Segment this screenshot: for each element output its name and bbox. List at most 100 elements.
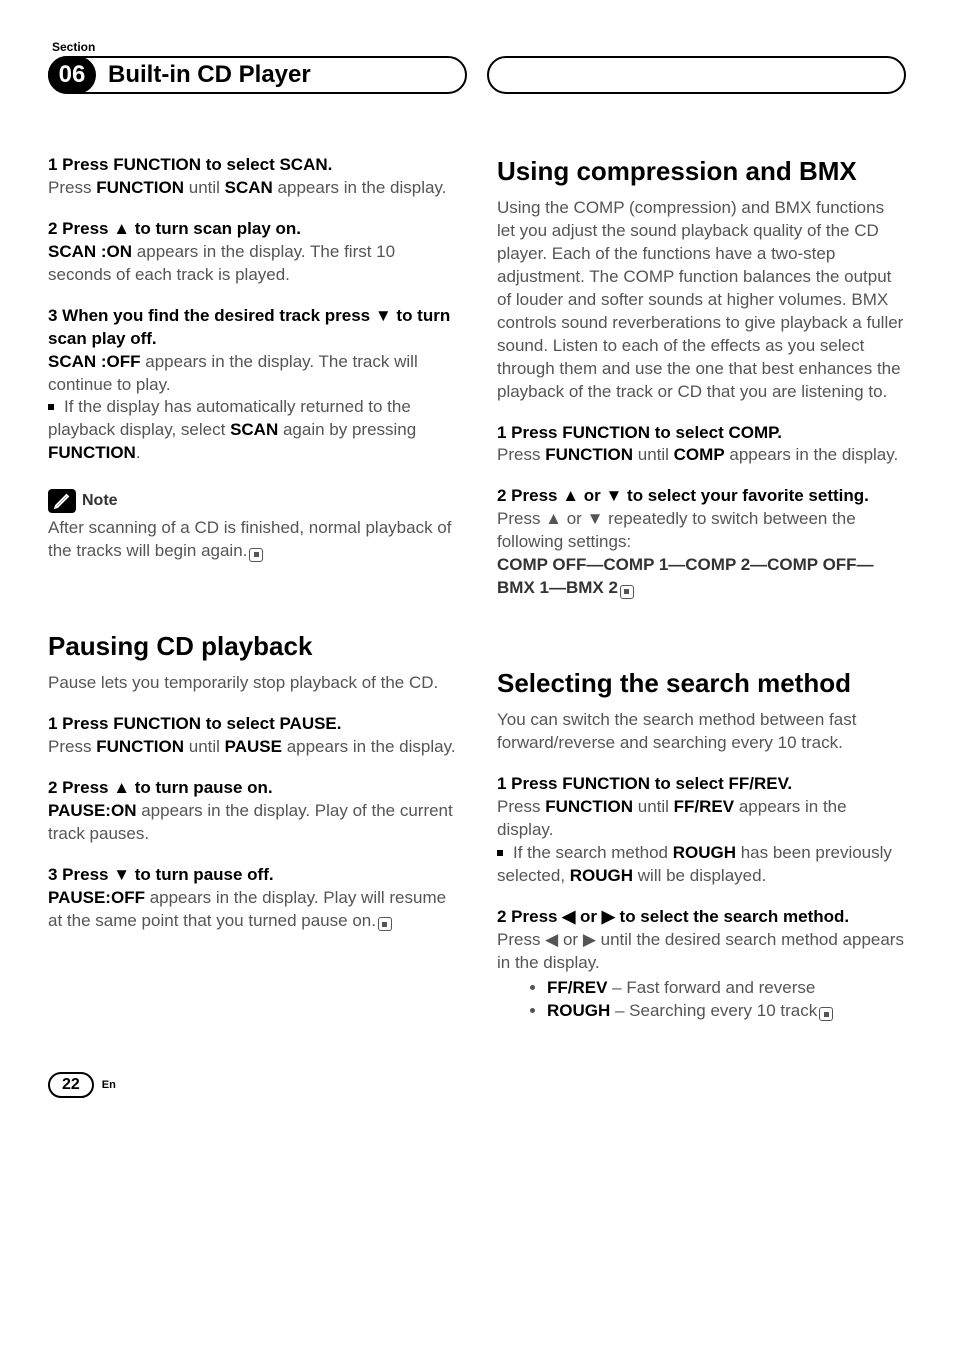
page-footer: 22 En: [48, 1072, 906, 1098]
pause-intro: Pause lets you temporarily stop playback…: [48, 672, 457, 695]
pause-title: Pausing CD playback: [48, 629, 457, 664]
text: PAUSE:ON: [48, 801, 136, 820]
end-icon: [378, 917, 392, 931]
text: FUNCTION: [545, 797, 633, 816]
list-item: FF/REV – Fast forward and reverse: [547, 977, 906, 1000]
text: – Searching every 10 track: [610, 1001, 817, 1020]
text: SCAN: [230, 420, 278, 439]
note-header: Note: [48, 489, 457, 513]
header-right-pill: [487, 56, 906, 94]
text: until: [184, 737, 225, 756]
page-header: Section 06 Built-in CD Player: [48, 40, 906, 94]
search-options: FF/REV – Fast forward and reverse ROUGH …: [497, 977, 906, 1023]
step-label: 1 Press FUNCTION to select FF/REV.: [497, 773, 906, 796]
text: appears in the display.: [282, 737, 456, 756]
text: Press: [48, 737, 96, 756]
text: will be displayed.: [633, 866, 766, 885]
comp-intro: Using the COMP (compression) and BMX fun…: [497, 197, 906, 403]
search-step-2: 2 Press ◀ or ▶ to select the search meth…: [497, 906, 906, 1023]
text: COMP OFF—COMP 1—COMP 2—COMP OFF—BMX 1—BM…: [497, 555, 874, 597]
text: FUNCTION: [96, 178, 184, 197]
step-label: 2 Press ▲ to turn pause on.: [48, 777, 457, 800]
step-label: 2 Press ▲ or ▼ to select your favorite s…: [497, 485, 906, 508]
text: ROUGH: [673, 843, 736, 862]
text: appears in the display.: [273, 178, 447, 197]
text: SCAN: [225, 178, 273, 197]
text: until: [633, 445, 674, 464]
step-body: Press ▲ or ▼ repeatedly to switch betwee…: [497, 508, 906, 554]
text: Press: [48, 178, 96, 197]
scan-step-2: 2 Press ▲ to turn scan play on. SCAN :ON…: [48, 218, 457, 287]
text: again by pressing: [278, 420, 416, 439]
pause-step-3: 3 Press ▼ to turn pause off. PAUSE:OFF a…: [48, 864, 457, 933]
text: FF/REV: [547, 978, 607, 997]
step-label: 3 When you find the desired track press …: [48, 305, 457, 351]
section-label: Section: [52, 40, 906, 54]
comp-step-1: 1 Press FUNCTION to select COMP. Press F…: [497, 422, 906, 468]
end-icon: [819, 1007, 833, 1021]
text: ROUGH: [547, 1001, 610, 1020]
text: Press: [497, 797, 545, 816]
text: FUNCTION: [545, 445, 633, 464]
text: FF/REV: [674, 797, 734, 816]
text: Press: [497, 445, 545, 464]
text: If the search method: [513, 843, 673, 862]
text: SCAN :ON: [48, 242, 132, 261]
text: appears in the display.: [725, 445, 899, 464]
step-body: Press FUNCTION until COMP appears in the…: [497, 444, 906, 467]
search-title: Selecting the search method: [497, 666, 906, 701]
bullet-icon: [48, 404, 54, 410]
step-body: PAUSE:OFF appears in the display. Play w…: [48, 887, 457, 933]
comp-sequence: COMP OFF—COMP 1—COMP 2—COMP OFF—BMX 1—BM…: [497, 554, 906, 600]
end-icon: [249, 548, 263, 562]
text: .: [136, 443, 141, 462]
page-number: 22: [48, 1072, 94, 1098]
scan-step-1: 1 Press FUNCTION to select SCAN. Press F…: [48, 154, 457, 200]
content-columns: 1 Press FUNCTION to select SCAN. Press F…: [48, 154, 906, 1022]
text: FUNCTION: [48, 443, 136, 462]
step-body: Press FUNCTION until PAUSE appears in th…: [48, 736, 457, 759]
step-body: Press FUNCTION until FF/REV appears in t…: [497, 796, 906, 842]
note-label: Note: [82, 490, 118, 512]
chapter-title: Built-in CD Player: [108, 61, 311, 89]
comp-title: Using compression and BMX: [497, 154, 906, 189]
text: – Fast forward and reverse: [607, 978, 815, 997]
scan-step-3: 3 When you find the desired track press …: [48, 305, 457, 466]
text: SCAN :OFF: [48, 352, 141, 371]
chapter-number-badge: 06: [48, 56, 96, 94]
text: PAUSE: [225, 737, 282, 756]
end-icon: [620, 585, 634, 599]
step-body: PAUSE:ON appears in the display. Play of…: [48, 800, 457, 846]
step-body: SCAN :OFF appears in the display. The tr…: [48, 351, 457, 397]
text: until: [633, 797, 674, 816]
step-label: 2 Press ◀ or ▶ to select the search meth…: [497, 906, 906, 929]
step-tip: If the search method ROUGH has been prev…: [497, 842, 906, 888]
text: ROUGH: [570, 866, 633, 885]
bullet-icon: [497, 850, 503, 856]
pause-step-1: 1 Press FUNCTION to select PAUSE. Press …: [48, 713, 457, 759]
text: until: [184, 178, 225, 197]
text: FUNCTION: [96, 737, 184, 756]
note-body: After scanning of a CD is finished, norm…: [48, 517, 457, 563]
comp-step-2: 2 Press ▲ or ▼ to select your favorite s…: [497, 485, 906, 600]
step-label: 3 Press ▼ to turn pause off.: [48, 864, 457, 887]
search-step-1: 1 Press FUNCTION to select FF/REV. Press…: [497, 773, 906, 888]
text: PAUSE:OFF: [48, 888, 145, 907]
pause-step-2: 2 Press ▲ to turn pause on. PAUSE:ON app…: [48, 777, 457, 846]
header-left-pill: 06 Built-in CD Player: [48, 56, 467, 94]
text: COMP: [674, 445, 725, 464]
note-icon: [48, 489, 76, 513]
right-column: Using compression and BMX Using the COMP…: [497, 154, 906, 1022]
step-body: Press FUNCTION until SCAN appears in the…: [48, 177, 457, 200]
left-column: 1 Press FUNCTION to select SCAN. Press F…: [48, 154, 457, 1022]
step-label: 1 Press FUNCTION to select PAUSE.: [48, 713, 457, 736]
step-body: Press ◀ or ▶ until the desired search me…: [497, 929, 906, 975]
list-item: ROUGH – Searching every 10 track: [547, 1000, 906, 1023]
step-label: 1 Press FUNCTION to select COMP.: [497, 422, 906, 445]
step-tip: If the display has automatically returne…: [48, 396, 457, 465]
step-body: SCAN :ON appears in the display. The fir…: [48, 241, 457, 287]
step-label: 2 Press ▲ to turn scan play on.: [48, 218, 457, 241]
header-row: 06 Built-in CD Player: [48, 56, 906, 94]
step-label: 1 Press FUNCTION to select SCAN.: [48, 154, 457, 177]
search-intro: You can switch the search method between…: [497, 709, 906, 755]
